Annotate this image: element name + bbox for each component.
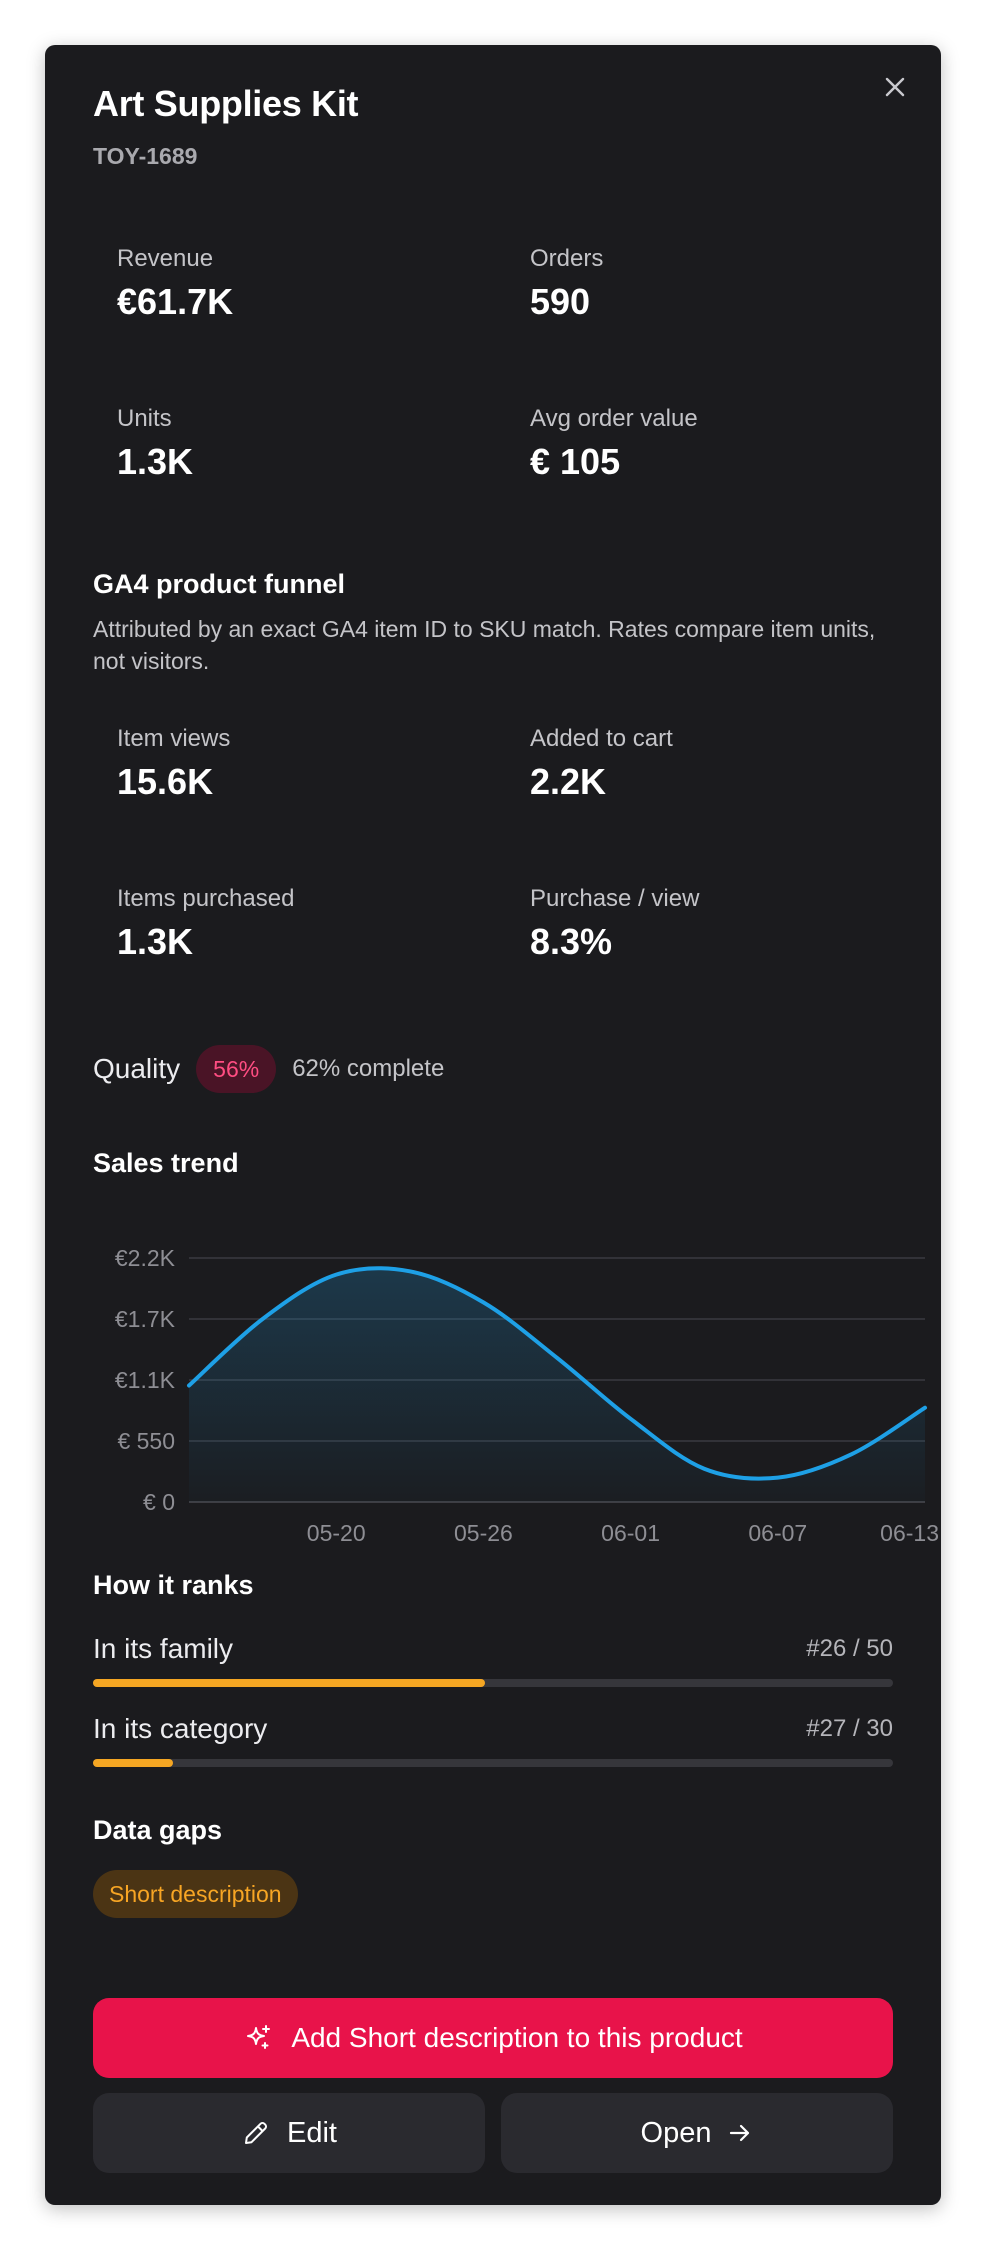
quality-row: Quality 56% 62% complete <box>93 1045 444 1093</box>
rank-category: In its category #27 / 30 <box>93 1713 893 1767</box>
stat-value: 2.2K <box>530 761 607 802</box>
stat-label: Units <box>117 405 172 432</box>
product-title: Art Supplies Kit <box>93 83 359 124</box>
stat-orders: Orders 590 <box>530 245 603 323</box>
data-gaps-title: Data gaps <box>93 1815 223 1845</box>
x-tick-label: 05-26 <box>454 1520 513 1546</box>
y-tick-label: € 550 <box>117 1428 175 1454</box>
x-tick-label: 06-07 <box>748 1520 807 1546</box>
x-tick-label: 05-20 <box>307 1520 366 1546</box>
product-detail-panel: Art Supplies Kit TOY-1689 Revenue €61.7K… <box>45 45 941 2205</box>
open-label: Open <box>640 2116 712 2149</box>
stat-value: 1.3K <box>117 921 194 962</box>
y-tick-label: €1.1K <box>115 1367 176 1393</box>
rank-family: In its family #26 / 50 <box>93 1633 893 1687</box>
rank-label: In its category <box>93 1713 268 1744</box>
stat-label: Added to cart <box>530 725 673 752</box>
edit-button[interactable]: Edit <box>93 2093 485 2173</box>
add-short-description-button[interactable]: Add Short description to this product <box>93 1998 893 2078</box>
open-button[interactable]: Open <box>501 2093 893 2173</box>
y-tick-label: €1.7K <box>115 1306 176 1332</box>
pencil-icon <box>241 2118 271 2148</box>
series-line <box>187 1266 927 1481</box>
product-sku: TOY-1689 <box>93 143 198 169</box>
x-tick-label: 06-13 <box>880 1520 939 1546</box>
rank-track <box>93 1759 893 1767</box>
rank-fill <box>93 1759 173 1767</box>
quality-badge: 56% <box>196 1045 277 1093</box>
stat-label: Avg order value <box>530 405 698 432</box>
stat-units: Units 1.3K <box>117 405 193 483</box>
edit-label: Edit <box>287 2116 337 2149</box>
stat-revenue: Revenue €61.7K <box>117 245 233 323</box>
stat-value: 590 <box>530 281 591 322</box>
stat-label: Item views <box>117 725 231 752</box>
close-icon <box>885 77 905 97</box>
quality-complete: 62% complete <box>292 1055 445 1082</box>
stat-label: Orders <box>530 245 604 272</box>
series-area <box>189 1268 925 1502</box>
stat-value: € 105 <box>530 441 621 482</box>
stat-label: Purchase / view <box>530 885 700 912</box>
funnel-description: Attributed by an exact GA4 item ID to SK… <box>93 616 876 674</box>
stat-label: Items purchased <box>117 885 295 912</box>
rank-fill <box>93 1679 485 1687</box>
quality-label: Quality <box>93 1053 181 1084</box>
stat-items-purchased: Items purchased 1.3K <box>117 885 294 963</box>
stat-value: 8.3% <box>530 921 613 962</box>
stat-avg-order-value: Avg order value € 105 <box>530 405 698 483</box>
funnel-title: GA4 product funnel <box>93 569 345 599</box>
sparkle-icon <box>243 2023 273 2053</box>
stat-item-views: Item views 15.6K <box>117 725 230 803</box>
x-tick-label: 06-01 <box>601 1520 660 1546</box>
stat-label: Revenue <box>117 245 214 272</box>
stat-purchase-per-view: Purchase / view 8.3% <box>530 885 699 963</box>
stat-value: €61.7K <box>117 281 234 322</box>
arrow-right-icon <box>727 2120 753 2146</box>
rank-value: #26 / 50 <box>806 1635 893 1662</box>
close-button[interactable] <box>875 67 915 107</box>
y-tick-label: € 0 <box>143 1489 175 1515</box>
y-tick-label: €2.2K <box>115 1245 176 1271</box>
rank-label: In its family <box>93 1633 234 1664</box>
ranks-title: How it ranks <box>93 1570 254 1600</box>
rank-track <box>93 1679 893 1687</box>
stat-added-to-cart: Added to cart 2.2K <box>530 725 673 803</box>
rank-value: #27 / 30 <box>806 1715 893 1742</box>
stat-value: 15.6K <box>117 761 214 802</box>
data-gap-chip[interactable]: Short description <box>93 1870 298 1918</box>
primary-action-label: Add Short description to this product <box>291 2022 743 2053</box>
sales-trend-chart: € 0 € 550 €1.1K €1.7K €2.2K 05-20 05-26 06-01 06… <box>115 1245 939 1546</box>
sales-trend-title: Sales trend <box>93 1148 239 1178</box>
stat-value: 1.3K <box>117 441 194 482</box>
